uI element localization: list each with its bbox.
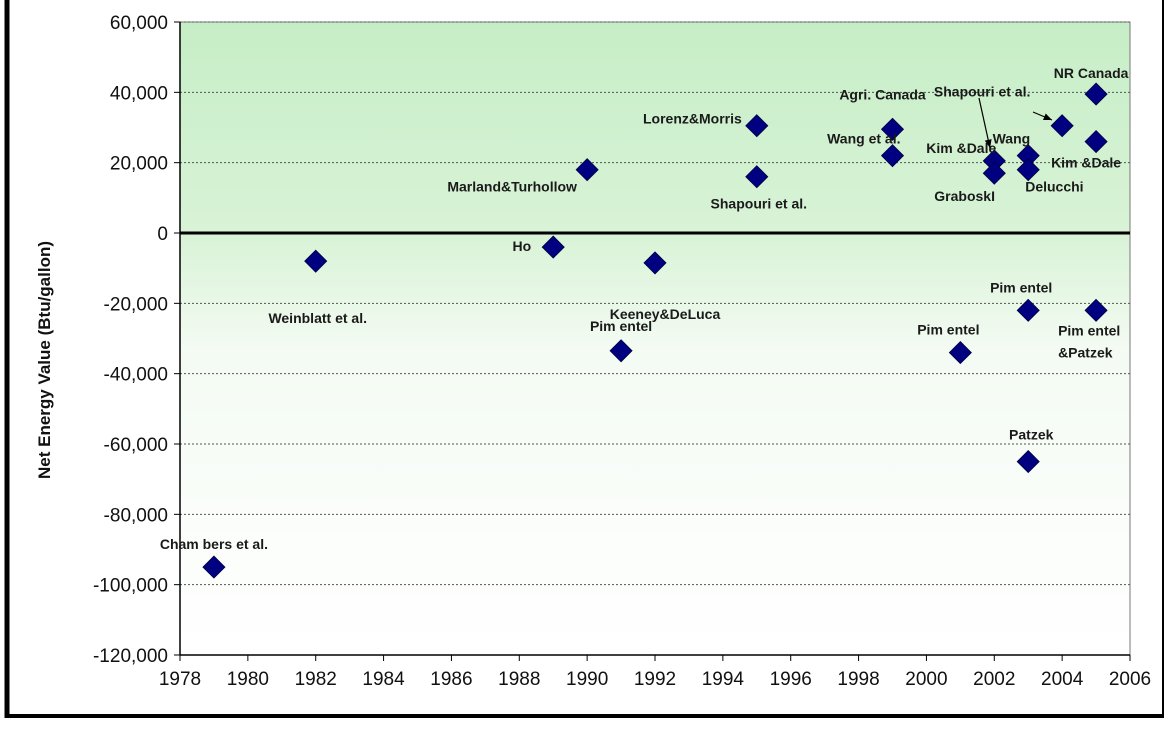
x-tick-label: 1980 [227, 669, 269, 690]
point-label: Weinblatt et al. [268, 310, 367, 326]
x-tick-label: 1984 [362, 669, 405, 690]
data-point [1016, 450, 1040, 474]
point-label: Kim &Dale [1051, 155, 1121, 171]
y-tick-labels: 60,000 40,000 20,000 0 -20,000 -40,000 -60,000… [93, 13, 180, 667]
data-labels: Cham bers et al. Weinblatt et al. Ho Marlan… [160, 65, 1129, 552]
point-label: Patzek [1009, 427, 1054, 443]
data-point [202, 555, 226, 579]
data-point [1016, 158, 1040, 182]
x-tick-label: 1978 [159, 669, 201, 690]
data-point [880, 144, 905, 168]
data-point [541, 235, 565, 259]
x-tick-label: 1992 [634, 669, 676, 690]
x-tick-label: 2006 [1109, 669, 1151, 690]
data-point [575, 158, 599, 182]
y-tick-label: -40,000 [104, 365, 168, 386]
point-label: Keeney&DeLuca [610, 306, 721, 322]
data-markers [202, 82, 1108, 579]
point-label: Kim &Dale [926, 140, 996, 156]
point-label: Wang et al. [827, 131, 900, 147]
point-label: &Patzek [1058, 344, 1113, 360]
point-label: Marland&Turhollow [447, 179, 577, 195]
x-tick-label: 1994 [702, 669, 745, 690]
data-point [1084, 130, 1108, 154]
data-point [982, 161, 1006, 185]
point-label: NR Canada [1054, 65, 1129, 81]
point-label: Agri. Canada [839, 86, 926, 102]
point-label: Delucchi [1025, 179, 1083, 195]
data-point [1084, 298, 1108, 322]
y-tick-label: -20,000 [104, 294, 168, 315]
y-axis-label: Net Energy Value (Btu/gallon) [35, 241, 54, 479]
point-label: GraboskI [934, 188, 995, 204]
data-point [880, 117, 905, 141]
x-tick-label: 2000 [905, 669, 947, 690]
y-tick-label: -120,000 [93, 646, 168, 667]
x-tick-label: 2002 [973, 669, 1015, 690]
x-tick-label: 1988 [498, 669, 540, 690]
x-tick-labels: 1978 1980 1982 1984 1986 1988 1990 1992 1994 1996… [159, 655, 1151, 690]
point-label: Pim entel [590, 318, 652, 334]
point-label: Cham bers et al. [160, 536, 268, 552]
point-label: Pim entel [990, 279, 1052, 295]
data-point [643, 251, 667, 275]
point-label: Pim entel [917, 322, 979, 338]
x-tick-label: 1986 [430, 669, 472, 690]
point-label: Pim entel [1058, 322, 1120, 338]
point-label: Shapouri et al. [934, 84, 1030, 100]
data-point [1050, 114, 1074, 138]
data-point [745, 114, 769, 138]
y-tick-label: 40,000 [110, 83, 168, 104]
y-tick-label: 0 [157, 224, 168, 245]
y-tick-label: 60,000 [110, 13, 168, 34]
x-tick-label: 1998 [837, 669, 879, 690]
data-point [745, 165, 769, 189]
arrow-head [1043, 113, 1052, 121]
y-tick-label: -100,000 [93, 576, 168, 597]
data-point [609, 339, 633, 363]
annotation-arrow [978, 97, 991, 149]
data-point [948, 341, 972, 365]
point-label: Shapouri et al. [711, 196, 807, 212]
x-tick-label: 1996 [770, 669, 812, 690]
x-tick-label: 1990 [566, 669, 608, 690]
x-tick-label: 2004 [1041, 669, 1084, 690]
point-label: Lorenz&Morris [643, 111, 742, 127]
plot-area [179, 21, 1131, 656]
data-point [1084, 82, 1108, 106]
point-label: Ho [513, 238, 532, 254]
y-tick-label: -80,000 [104, 505, 168, 526]
y-tick-label: 20,000 [110, 154, 168, 175]
annotation-arrows [978, 97, 1053, 149]
y-tick-label: -60,000 [104, 435, 168, 456]
x-tick-label: 1982 [295, 669, 337, 690]
point-label: Wang [993, 131, 1031, 147]
data-point [304, 249, 328, 273]
data-point [1016, 298, 1040, 322]
arrow-head [984, 139, 992, 148]
